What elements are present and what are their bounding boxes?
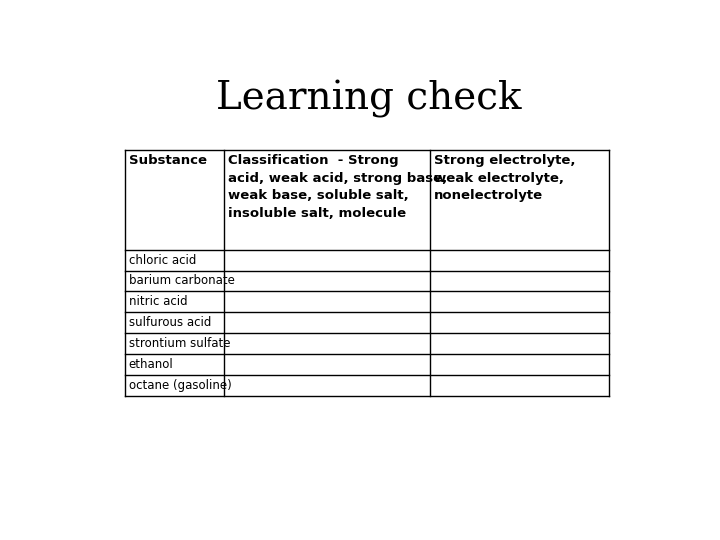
Text: Strong electrolyte,
weak electrolyte,
nonelectrolyte: Strong electrolyte, weak electrolyte, no… xyxy=(434,154,575,202)
Text: sulfurous acid: sulfurous acid xyxy=(129,316,211,329)
Text: ethanol: ethanol xyxy=(129,358,174,371)
Text: nitric acid: nitric acid xyxy=(129,295,187,308)
Text: chloric acid: chloric acid xyxy=(129,254,196,267)
Text: barium carbonate: barium carbonate xyxy=(129,274,235,287)
Text: strontium sulfate: strontium sulfate xyxy=(129,337,230,350)
Text: Learning check: Learning check xyxy=(216,80,522,118)
Text: octane (gasoline): octane (gasoline) xyxy=(129,379,232,392)
Text: Classification  - Strong
acid, weak acid, strong base,
weak base, soluble salt,
: Classification - Strong acid, weak acid,… xyxy=(228,154,447,220)
Text: Substance: Substance xyxy=(129,154,207,167)
